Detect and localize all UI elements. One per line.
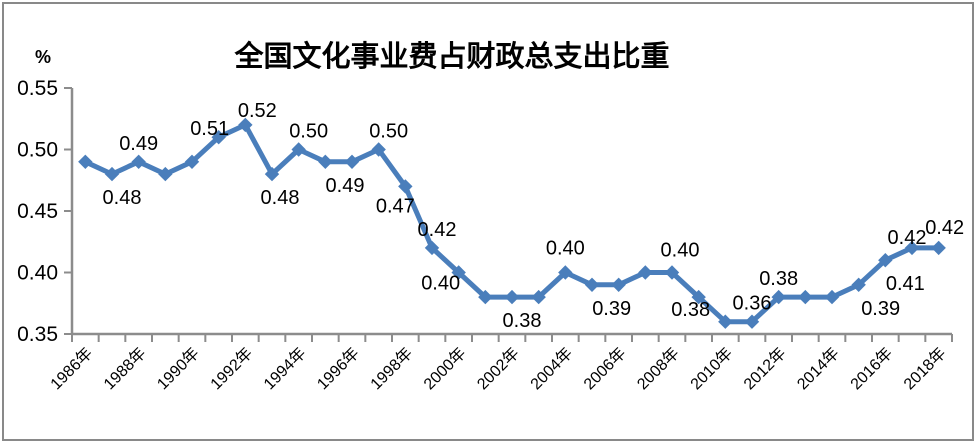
data-point-label: 0.42 [888,227,927,249]
data-point-marker [931,240,946,256]
data-point-label: 0.41 [886,273,925,295]
x-tick-label: 2010年 [687,344,736,393]
data-point-label: 0.40 [421,273,460,295]
x-tick-label: 1996年 [314,344,363,393]
data-point-label: 0.50 [289,121,328,143]
data-point-marker [504,289,520,305]
data-point-marker [78,154,93,169]
data-point-label: 0.39 [861,298,900,320]
data-point-label: 0.40 [546,238,585,260]
data-point-marker [344,154,360,169]
data-point-label: 0.39 [592,298,631,320]
data-point-marker [744,314,760,329]
x-tick-label: 1992年 [207,344,256,393]
x-tick-label: 2006年 [580,344,629,393]
x-tick-label: 2008年 [634,344,683,393]
data-point-marker [584,277,600,292]
x-tick-label: 1994年 [260,344,309,393]
data-point-marker [158,166,173,182]
data-point-marker [558,265,573,280]
data-point-marker [798,289,813,305]
data-point-marker [451,265,466,280]
data-point-label: 0.52 [238,100,277,122]
y-tick-label: 0.50 [17,139,58,162]
data-point-label: 0.50 [369,121,408,143]
x-tick-label: 1988年 [100,344,149,393]
data-point-marker [824,289,840,305]
x-tick-label: 2012年 [740,344,789,393]
data-point-label: 0.42 [925,217,964,239]
y-axis-unit-label: % [34,47,51,67]
data-point-label: 0.38 [759,268,798,290]
data-point-marker [878,253,893,268]
y-tick-label: 0.55 [17,77,58,100]
x-tick-label: 2004年 [527,344,576,393]
data-point-label: 0.47 [376,195,415,217]
x-tick-label: 2018年 [900,344,949,393]
y-tick-label: 0.35 [17,323,58,346]
data-point-marker [664,265,680,280]
x-tick-label: 2002年 [474,344,523,393]
data-point-label: 0.49 [119,133,158,155]
data-point-marker [611,277,626,292]
data-point-label: 0.49 [326,175,365,197]
data-point-marker [184,154,200,169]
x-tick-label: 1990年 [154,344,203,393]
x-tick-label: 2016年 [847,344,896,393]
data-point-label: 0.38 [503,310,542,332]
y-tick-label: 0.40 [17,262,58,285]
data-point-marker [211,130,226,145]
data-point-marker [531,289,546,305]
data-point-marker [638,265,653,280]
data-point-label: 0.38 [671,299,710,321]
data-point-marker [904,240,920,256]
data-point-marker [264,166,280,182]
data-point-marker [851,277,866,292]
data-point-marker [771,289,786,305]
data-point-marker [238,117,253,133]
x-tick-label: 2000年 [420,344,469,393]
data-point-marker [424,240,440,256]
chart-title: 全国文化事业费占财政总支出比重 [234,41,670,73]
y-tick-label: 0.45 [17,200,58,223]
data-point-marker [131,154,146,169]
data-point-marker [691,289,706,305]
data-point-marker [398,179,413,194]
data-point-marker [371,142,386,157]
data-point-marker [718,314,733,329]
data-point-label: 0.51 [190,118,229,140]
data-point-marker [104,166,120,182]
data-point-label: 0.48 [103,187,142,209]
data-point-label: 0.40 [661,240,700,262]
x-tick-label: 1998年 [367,344,416,393]
data-point-marker [291,142,306,157]
data-point-label: 0.36 [733,293,772,315]
data-point-label: 0.48 [261,187,300,209]
x-tick-label: 1986年 [47,344,96,393]
x-tick-label: 2014年 [794,344,843,393]
data-point-marker [318,154,333,169]
data-point-label: 0.42 [418,219,457,241]
data-point-marker [478,289,493,305]
